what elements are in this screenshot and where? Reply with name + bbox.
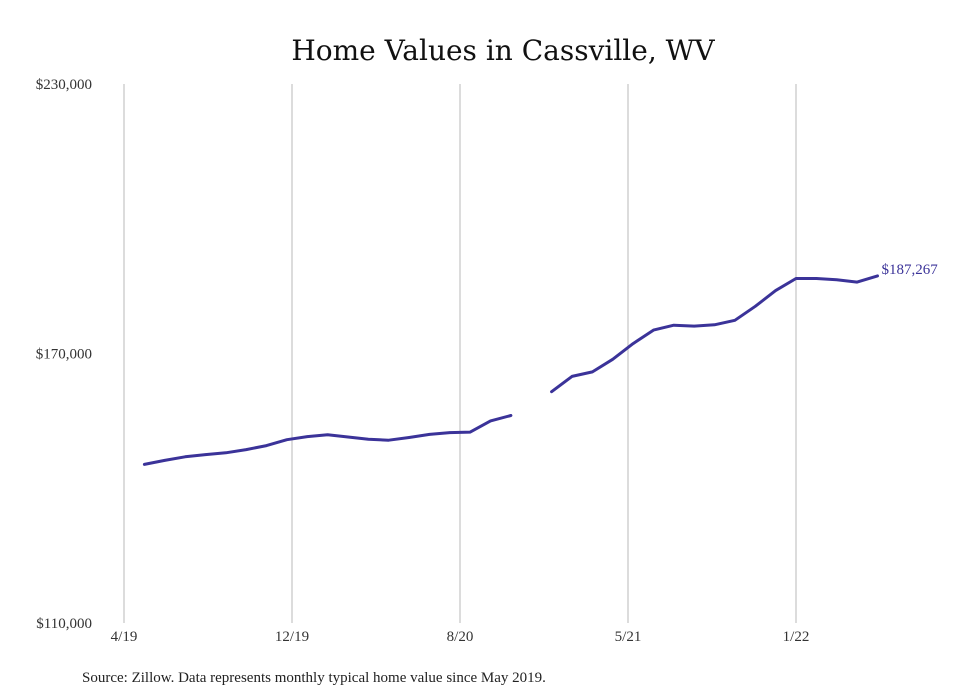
data-point (163, 459, 166, 462)
data-point (631, 342, 635, 345)
data-point (693, 324, 696, 328)
data-point (428, 433, 431, 436)
grid-lines (123, 84, 797, 623)
data-point (245, 448, 248, 451)
chart-title: Home Values in Cassville, WV (291, 34, 715, 67)
data-point (733, 319, 737, 322)
data-point (367, 438, 370, 441)
data-point (794, 277, 798, 280)
data-point (285, 438, 289, 441)
x-tick-label: 4/19 (111, 629, 138, 645)
x-tick-label: 8/20 (447, 629, 474, 645)
x-tick-label: 1/22 (783, 629, 810, 645)
data-point (469, 430, 472, 434)
data-point (326, 433, 329, 436)
data-point (306, 435, 309, 438)
data-point (876, 274, 879, 278)
y-axis-ticks: $230,000 $170,000 $110,000 (36, 77, 92, 632)
data-point (815, 277, 818, 280)
data-point (570, 375, 574, 378)
series-layer (142, 274, 879, 466)
data-point (652, 328, 655, 332)
data-point (265, 444, 268, 447)
y-tick-label: $170,000 (36, 347, 92, 363)
source-note: Source: Zillow. Data represents monthly … (82, 670, 546, 686)
data-point (611, 358, 614, 361)
data-point (407, 436, 411, 439)
data-point (224, 451, 227, 454)
data-point (183, 455, 187, 458)
y-tick-label: $110,000 (36, 616, 92, 632)
data-point (550, 390, 553, 393)
series-line-segment-1 (550, 274, 879, 394)
data-point (754, 305, 757, 308)
x-axis-ticks: 4/19 12/19 8/20 5/21 1/22 (111, 629, 810, 645)
data-point (672, 324, 675, 327)
data-point (204, 453, 207, 456)
data-point (509, 414, 513, 417)
data-point (346, 435, 350, 439)
data-point (387, 439, 390, 442)
data-point (774, 289, 777, 292)
data-point (835, 278, 838, 281)
series-line-segment-0 (142, 414, 513, 466)
data-point (448, 431, 451, 434)
x-tick-label: 5/21 (615, 629, 642, 645)
data-point (143, 463, 146, 466)
y-tick-label: $230,000 (36, 77, 92, 93)
end-value-label: $187,267 (881, 262, 938, 278)
x-tick-label: 12/19 (275, 629, 309, 645)
data-point (489, 419, 492, 423)
data-point (855, 280, 859, 284)
data-point (591, 370, 594, 374)
data-point (713, 323, 716, 326)
